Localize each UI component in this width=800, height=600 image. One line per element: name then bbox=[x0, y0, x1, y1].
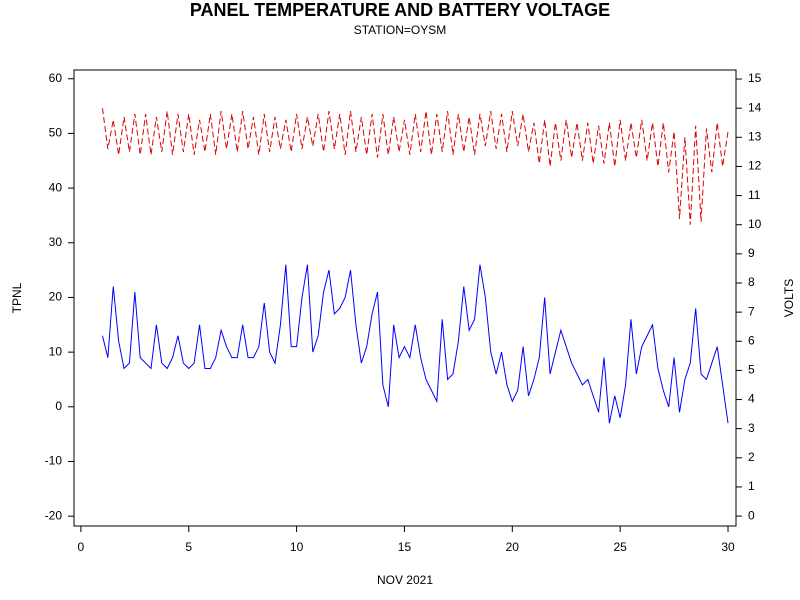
x-axis-label: NOV 2021 bbox=[377, 573, 433, 587]
y2-tick-label: 0 bbox=[748, 508, 755, 522]
y2-tick-label: 13 bbox=[748, 129, 762, 143]
y2-tick-label: 9 bbox=[748, 246, 755, 260]
x-tick-label: 25 bbox=[613, 540, 627, 554]
y2-tick-label: 15 bbox=[748, 71, 762, 85]
y-tick-label: -20 bbox=[45, 508, 63, 522]
y-tick-label: 30 bbox=[49, 235, 63, 249]
y-tick-label: 0 bbox=[55, 399, 62, 413]
x-tick-label: 15 bbox=[398, 540, 412, 554]
y2-tick-label: 6 bbox=[748, 333, 755, 347]
y2-tick-label: 1 bbox=[748, 479, 755, 493]
y2-tick-label: 7 bbox=[748, 304, 755, 318]
y2-tick-label: 2 bbox=[748, 450, 755, 464]
y-tick-label: -10 bbox=[45, 454, 63, 468]
y-tick-label: 60 bbox=[49, 71, 63, 85]
y-tick-label: 40 bbox=[49, 180, 63, 194]
x-tick-label: 0 bbox=[78, 540, 85, 554]
y2-tick-label: 5 bbox=[748, 363, 755, 377]
x-tick-label: 30 bbox=[721, 540, 735, 554]
x-tick-label: 10 bbox=[290, 540, 304, 554]
y2-tick-label: 10 bbox=[748, 217, 762, 231]
y2-tick-label: 11 bbox=[748, 188, 761, 202]
y2-tick-label: 3 bbox=[748, 421, 755, 435]
series-line bbox=[101, 264, 729, 424]
x-tick-label: 5 bbox=[185, 540, 192, 554]
series-line bbox=[101, 108, 729, 225]
y-tick-label: 10 bbox=[49, 344, 63, 358]
chart-title: PANEL TEMPERATURE AND BATTERY VOLTAGE bbox=[190, 0, 610, 20]
chart-subtitle: STATION=OYSM bbox=[354, 23, 447, 37]
y2-axis-label: VOLTS bbox=[782, 279, 796, 317]
y-axis-label: TPNL bbox=[10, 282, 24, 313]
y2-tick-label: 8 bbox=[748, 275, 755, 289]
x-tick-label: 20 bbox=[506, 540, 520, 554]
y2-tick-label: 4 bbox=[748, 392, 755, 406]
y-tick-label: 50 bbox=[49, 126, 63, 140]
y2-tick-label: 14 bbox=[748, 100, 762, 114]
y2-tick-label: 12 bbox=[748, 159, 762, 173]
plot-frame bbox=[73, 69, 737, 527]
y-tick-label: 20 bbox=[49, 290, 63, 304]
